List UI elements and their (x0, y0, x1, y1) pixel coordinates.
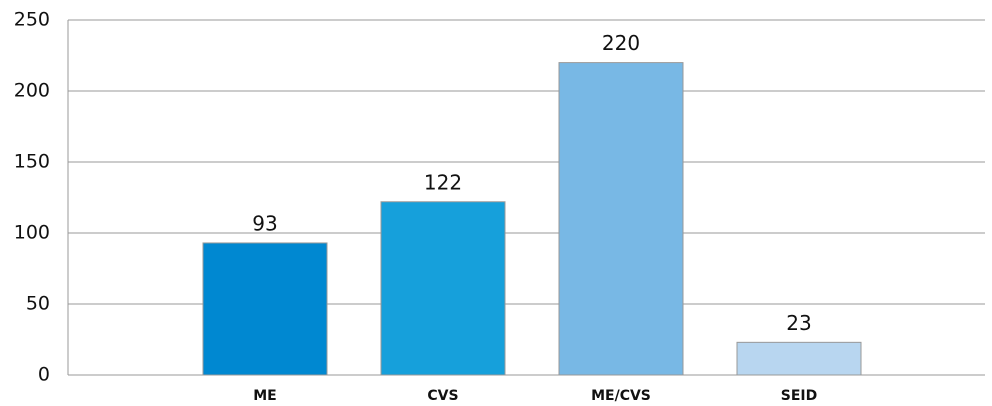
x-tick-label: ME/CVS (591, 388, 651, 404)
y-tick-label: 50 (26, 293, 50, 315)
x-tick-label: SEID (781, 388, 817, 404)
x-tick-label: ME (253, 388, 277, 404)
y-tick-label: 250 (14, 9, 50, 31)
bar (558, 62, 684, 376)
x-tick-label: CVS (427, 388, 458, 404)
y-tick-label: 200 (14, 80, 50, 102)
bar (380, 201, 506, 376)
y-tick-label: 150 (14, 151, 50, 173)
bar (736, 341, 862, 376)
data-label: 220 (602, 31, 640, 55)
data-label: 23 (786, 311, 811, 335)
data-label: 122 (424, 170, 462, 194)
y-tick-label: 0 (38, 364, 50, 386)
data-label: 93 (252, 211, 277, 235)
bar (202, 242, 328, 376)
y-tick-label: 100 (14, 222, 50, 244)
